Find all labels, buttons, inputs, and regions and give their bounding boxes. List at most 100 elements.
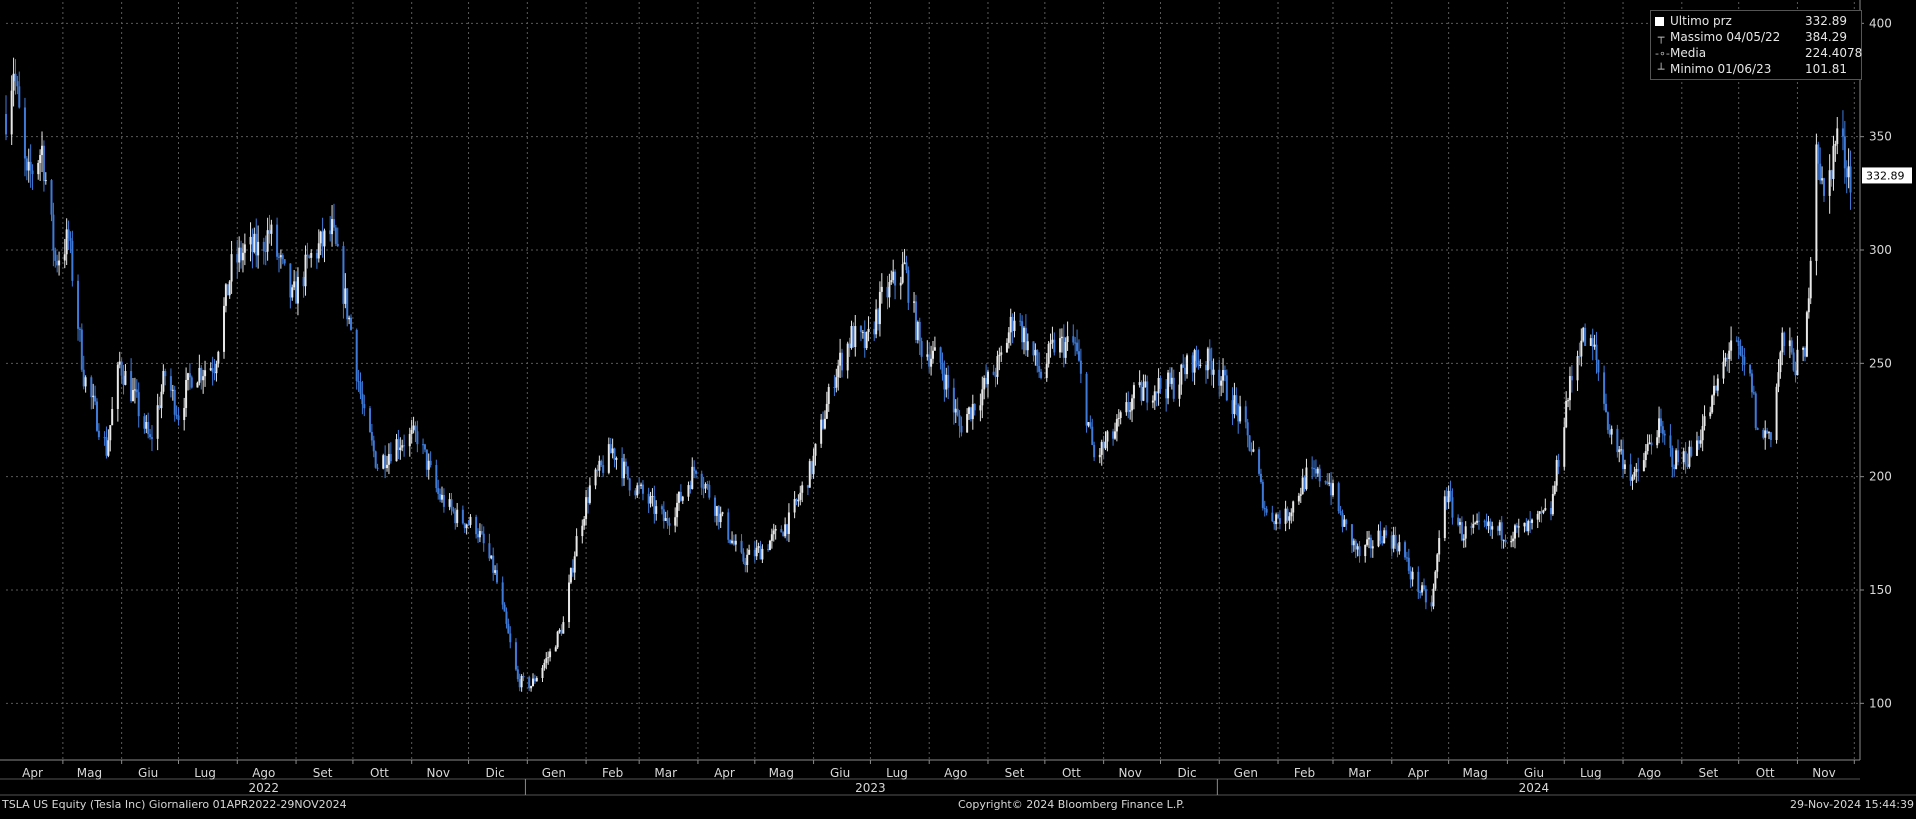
y-tick-label: 100 [1869, 696, 1892, 710]
candle-up [183, 408, 186, 421]
candle-up [903, 262, 906, 265]
candle-up [1487, 521, 1490, 526]
candle-down [492, 555, 495, 573]
candle-down [1608, 429, 1611, 435]
legend-label-mean: Media [1670, 46, 1707, 60]
candle-down [841, 352, 844, 371]
candle-down [1405, 557, 1408, 559]
candle-up [996, 356, 999, 377]
candle-up [1343, 519, 1346, 527]
candle-up [111, 409, 114, 426]
candle-up [118, 361, 121, 365]
candle-up [543, 662, 546, 668]
candle-up [241, 252, 244, 261]
candle-down [452, 508, 455, 512]
candle-down [389, 454, 392, 462]
candle-up [913, 301, 916, 303]
candle-down [514, 642, 517, 670]
candle-down [1225, 375, 1228, 401]
candle-up [1049, 342, 1052, 345]
candle-down [188, 373, 191, 378]
candle-down [240, 247, 243, 261]
candle-down [1369, 537, 1372, 549]
candle-down [306, 254, 309, 257]
candle-up [933, 347, 936, 351]
candle-up [719, 513, 722, 523]
candle-up [1199, 364, 1202, 366]
candle-up [916, 322, 919, 340]
candle-up [1553, 485, 1556, 495]
candle-down [1318, 468, 1321, 482]
candle-up [410, 429, 413, 434]
legend-row-last: Ultimo prz 332.89 [1655, 13, 1847, 29]
candle-up [1512, 538, 1515, 542]
candle-down [795, 499, 798, 502]
candle-up [238, 247, 241, 263]
x-tick-label: Set [313, 766, 333, 780]
candle-up [1178, 384, 1181, 399]
candle-down [700, 473, 703, 488]
candle-up [1699, 440, 1702, 444]
candle-up [899, 282, 902, 286]
candle-up [1688, 446, 1691, 467]
candle-up [1815, 144, 1818, 261]
candle-down [1208, 348, 1211, 361]
candle-up [382, 455, 385, 469]
candle-up [986, 371, 989, 385]
candle-down [1477, 520, 1480, 522]
candle-up [558, 629, 561, 632]
candle-up [317, 243, 320, 259]
candle-up [65, 229, 68, 255]
candle-down [1350, 524, 1353, 546]
candle-down [1783, 332, 1786, 347]
candle-up [319, 231, 322, 244]
legend-marker-high-icon: ┬ [1657, 31, 1665, 44]
x-tick-label: Giu [138, 766, 158, 780]
candle-down [960, 425, 963, 433]
candle-up [1542, 510, 1545, 513]
candle-down [1686, 464, 1689, 467]
candle-up [1436, 554, 1439, 572]
candle-down [414, 425, 417, 432]
candle-down [918, 322, 921, 342]
candle-up [932, 350, 934, 359]
candle-up [1567, 400, 1570, 402]
candle-up [1411, 571, 1414, 580]
candle-down [14, 73, 17, 82]
candle-up [1222, 370, 1225, 381]
candle-up [1100, 441, 1103, 455]
candle-down [130, 371, 133, 402]
candle-up [1635, 468, 1638, 473]
candle-down [442, 494, 445, 507]
footer-security-info: TSLA US Equity (Tesla Inc) Giornaliero 0… [2, 798, 347, 811]
candle-up [772, 530, 775, 535]
candle-down [628, 478, 631, 491]
candle-down [1237, 404, 1240, 422]
candle-down [1650, 442, 1653, 446]
candle-down [1259, 473, 1262, 482]
candle-down [1616, 428, 1619, 453]
candle-down [873, 328, 876, 335]
candle-up [1167, 372, 1170, 399]
candle-down [693, 466, 696, 471]
candle-up [441, 494, 444, 500]
candle-down [82, 369, 85, 387]
candle-up [1565, 400, 1568, 428]
candle-up [456, 509, 459, 524]
candle-down [571, 568, 574, 573]
candle-down [1277, 514, 1280, 519]
candle-down [713, 497, 716, 516]
candle-up [1779, 352, 1782, 373]
candle-down [782, 532, 785, 537]
candle-down [137, 392, 140, 417]
candle-up [109, 425, 112, 441]
candle-down [509, 633, 512, 643]
candle-up [1836, 128, 1839, 144]
candle-up [704, 484, 707, 489]
legend-value-high: 384.29 [1805, 30, 1847, 44]
candle-down [1741, 355, 1744, 357]
candle-up [721, 512, 724, 514]
candle-down [376, 467, 379, 469]
candle-up [1233, 395, 1236, 415]
